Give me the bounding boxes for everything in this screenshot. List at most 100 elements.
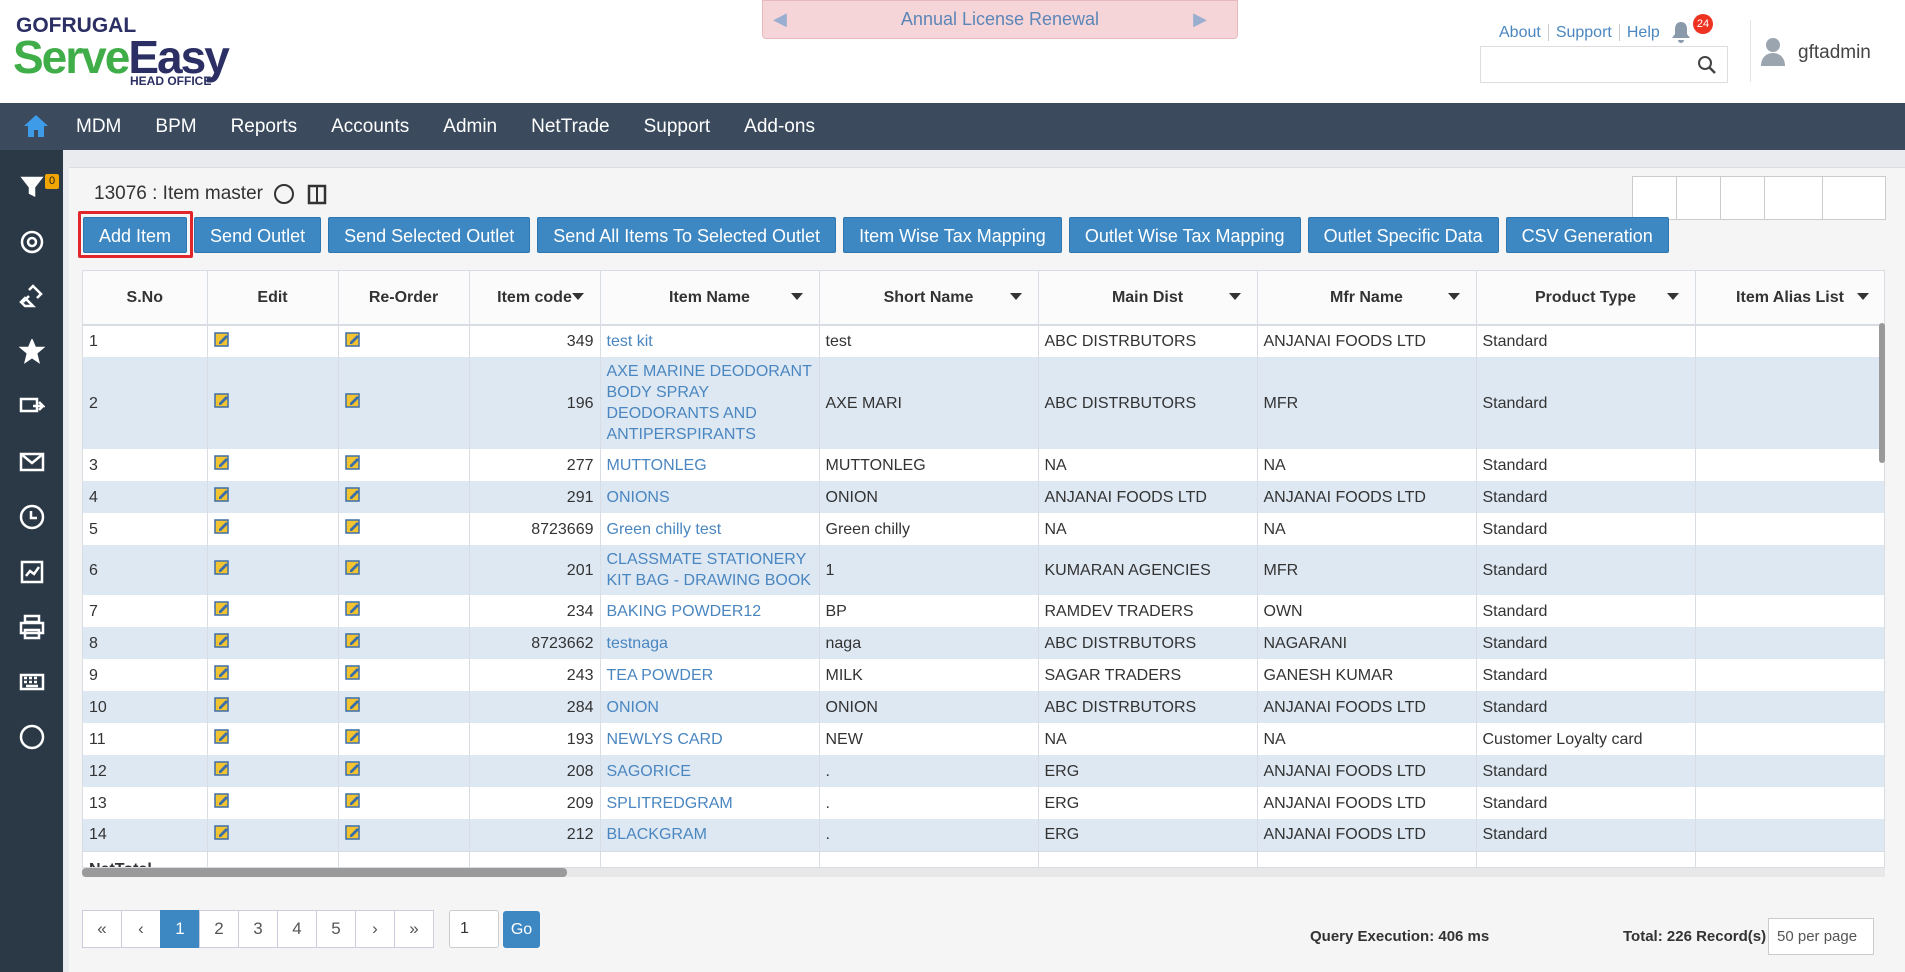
row-icon[interactable] [344, 600, 361, 616]
header-link[interactable]: Help [1618, 24, 1667, 41]
page-link[interactable]: 5 [316, 910, 356, 948]
row-icon[interactable] [213, 518, 230, 534]
row-icon[interactable] [344, 486, 361, 502]
h-scroll-thumb[interactable] [82, 868, 567, 877]
user-name[interactable]: gftadmin [1798, 42, 1871, 63]
sort-arrow[interactable] [571, 293, 584, 300]
cell[interactable]: NEWLYS CARD [600, 723, 820, 755]
banner-next[interactable]: ▶ [1193, 9, 1207, 29]
page-link[interactable]: ‹ [121, 910, 161, 948]
page-input[interactable]: 1 [449, 910, 499, 948]
sidebar-icon[interactable] [19, 504, 45, 530]
action-button[interactable]: Item Wise Tax Mapping [843, 217, 1062, 253]
cell[interactable]: testnaga [600, 627, 820, 659]
row-icon[interactable] [344, 518, 361, 534]
tool-refresh[interactable] [1677, 177, 1721, 219]
cell[interactable]: SPLITREDGRAM [600, 787, 820, 819]
banner-prev[interactable]: ◀ [773, 9, 787, 29]
column-header[interactable]: Item Name [600, 271, 820, 326]
column-header[interactable]: Main Dist [1038, 271, 1258, 326]
reorder-cell[interactable] [338, 325, 470, 357]
reorder-cell[interactable] [338, 357, 470, 449]
row-icon[interactable] [213, 664, 230, 680]
edit-cell[interactable] [207, 659, 339, 691]
reorder-cell[interactable] [338, 449, 470, 481]
column-header[interactable]: Item Alias List [1695, 271, 1884, 326]
tool-favorite[interactable] [1721, 177, 1765, 219]
action-button[interactable]: Outlet Specific Data [1307, 217, 1499, 253]
cell[interactable]: ONION [600, 691, 820, 723]
row-icon[interactable] [344, 331, 361, 347]
row-icon[interactable] [213, 760, 230, 776]
cell[interactable]: BLACKGRAM [600, 819, 820, 851]
nav-item[interactable]: Add-ons [744, 115, 815, 137]
header-link[interactable]: Support [1547, 24, 1619, 41]
reorder-cell[interactable] [338, 481, 470, 513]
edit-cell[interactable] [207, 819, 339, 851]
user-icon[interactable] [1760, 36, 1786, 68]
cell[interactable]: TEA POWDER [600, 659, 820, 691]
edit-cell[interactable] [207, 325, 339, 357]
row-icon[interactable] [213, 632, 230, 648]
row-icon[interactable] [344, 454, 361, 470]
cell[interactable]: CLASSMATE STATIONERY KIT BAG - DRAWING B… [600, 545, 820, 595]
row-icon[interactable] [344, 824, 361, 840]
row-icon[interactable] [344, 728, 361, 744]
sort-arrow[interactable] [1009, 293, 1022, 300]
search-icon[interactable] [1697, 55, 1717, 75]
search-box[interactable] [1480, 46, 1728, 83]
sidebar-icon[interactable] [19, 174, 45, 200]
sort-arrow[interactable] [790, 293, 803, 300]
title-icons[interactable] [273, 183, 327, 207]
action-button[interactable]: Add Item [83, 217, 188, 253]
header-link[interactable]: About [1499, 24, 1541, 41]
column-header[interactable]: Item code [469, 271, 601, 326]
sidebar-icon[interactable] [19, 339, 45, 365]
row-icon[interactable] [344, 696, 361, 712]
nav-item[interactable]: Support [643, 115, 711, 137]
action-button[interactable]: CSV Generation [1505, 217, 1669, 253]
per-page[interactable]: 50 per page [1768, 918, 1874, 955]
cell[interactable]: test kit [600, 325, 820, 357]
cell[interactable]: BAKING POWDER12 [600, 595, 820, 627]
row-icon[interactable] [344, 392, 361, 408]
cell[interactable]: ONIONS [600, 481, 820, 513]
column-header[interactable]: Edit [207, 271, 339, 326]
edit-cell[interactable] [207, 449, 339, 481]
row-icon[interactable] [213, 454, 230, 470]
tool-settings[interactable] [1633, 177, 1677, 219]
edit-cell[interactable] [207, 787, 339, 819]
edit-cell[interactable] [207, 723, 339, 755]
reorder-cell[interactable] [338, 691, 470, 723]
reorder-cell[interactable] [338, 545, 470, 595]
page-link[interactable]: 3 [238, 910, 278, 948]
nav-item[interactable]: Reports [230, 115, 298, 137]
tool-hierarchy[interactable] [1765, 177, 1823, 219]
row-icon[interactable] [213, 728, 230, 744]
nav-item[interactable]: Accounts [331, 115, 410, 137]
row-icon[interactable] [213, 559, 230, 575]
reorder-cell[interactable] [338, 723, 470, 755]
edit-cell[interactable] [207, 513, 339, 545]
column-header[interactable]: Re-Order [338, 271, 470, 326]
edit-cell[interactable] [207, 481, 339, 513]
home-icon[interactable] [23, 114, 49, 138]
reorder-cell[interactable] [338, 627, 470, 659]
page-link[interactable]: » [394, 910, 434, 948]
row-icon[interactable] [213, 600, 230, 616]
action-button[interactable]: Outlet Wise Tax Mapping [1068, 217, 1301, 253]
sort-arrow[interactable] [1228, 293, 1241, 300]
nav-item[interactable]: MDM [76, 115, 122, 137]
cell[interactable]: AXE MARINE DEODORANT BODY SPRAY DEODORAN… [600, 357, 820, 449]
cell[interactable]: Green chilly test [600, 513, 820, 545]
sort-arrow[interactable] [1856, 293, 1869, 300]
action-button[interactable]: Send Outlet [194, 217, 322, 253]
row-icon[interactable] [213, 392, 230, 408]
row-icon[interactable] [213, 696, 230, 712]
bell-icon[interactable] [1670, 20, 1692, 44]
reorder-cell[interactable] [338, 659, 470, 691]
reorder-cell[interactable] [338, 513, 470, 545]
row-icon[interactable] [213, 824, 230, 840]
sidebar-icon[interactable] [19, 394, 45, 420]
banner-text[interactable]: Annual License Renewal [900, 9, 1100, 29]
